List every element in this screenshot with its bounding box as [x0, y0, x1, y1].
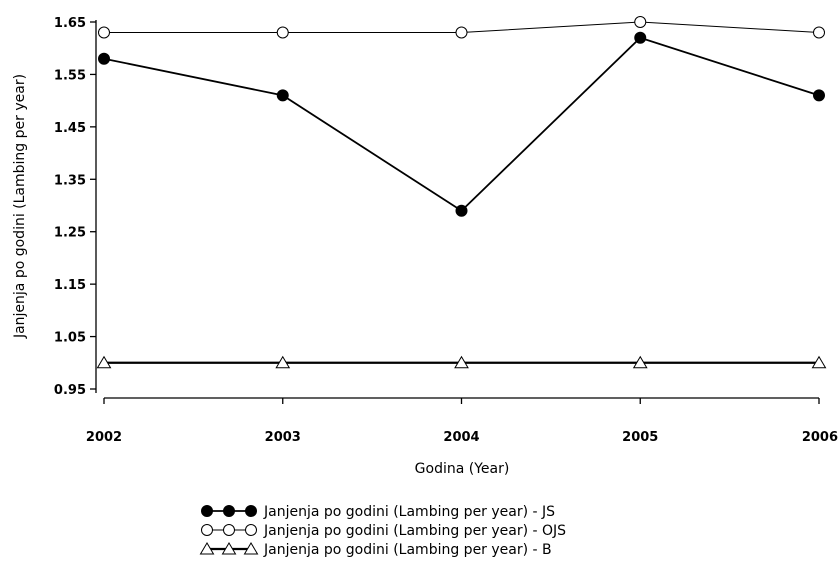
legend-marker: [201, 505, 213, 517]
legend-label: Janjenja po godini (Lambing per year) - …: [263, 542, 552, 558]
x-tick-label: 2004: [443, 430, 479, 445]
y-tick-label: 1.35: [54, 173, 86, 188]
x-tick-label: 2002: [86, 430, 122, 445]
x-tick-label: 2003: [265, 430, 301, 445]
legend-label: Janjenja po godini (Lambing per year) - …: [263, 504, 555, 520]
series-2: [98, 16, 825, 39]
y-tick-label: 1.55: [54, 68, 86, 83]
legend-marker: [199, 542, 215, 555]
data-point: [98, 26, 110, 39]
data-point: [454, 355, 469, 369]
data-point: [96, 355, 112, 369]
x-tick-label: 2005: [622, 430, 658, 445]
data-point: [276, 26, 289, 39]
series-3: [96, 355, 827, 369]
legend-marker: [243, 542, 259, 555]
data-point: [98, 52, 110, 65]
data-point: [811, 355, 827, 369]
x-axis-title: Godina (Year): [415, 461, 510, 477]
legend-marker: [245, 524, 257, 536]
series-line: [103, 36, 820, 212]
y-tick-label: 0.95: [54, 383, 86, 398]
y-tick-label: 1.05: [54, 331, 86, 346]
legend-marker: [223, 524, 235, 536]
y-axis-title: Janjenja po godini (Lambing per year): [12, 74, 28, 339]
y-tick-label: 1.65: [54, 16, 86, 31]
legend-item: Janjenja po godini (Lambing per year) - …: [199, 542, 552, 558]
y-tick-label: 1.15: [54, 278, 86, 293]
data-point: [634, 16, 647, 28]
legend-item: Janjenja po godini (Lambing per year) - …: [201, 504, 555, 520]
legend-label: Janjenja po godini (Lambing per year) - …: [263, 523, 566, 539]
data-point: [455, 26, 468, 39]
series-1: [98, 31, 825, 217]
data-point: [634, 31, 647, 44]
x-tick-label: 2006: [802, 430, 838, 445]
legend-marker: [201, 524, 213, 536]
legend: Janjenja po godini (Lambing per year) - …: [199, 504, 566, 558]
data-point: [813, 89, 825, 102]
data-point: [275, 355, 291, 369]
series-layer: [96, 16, 827, 369]
legend-marker: [245, 505, 257, 517]
data-point: [276, 89, 289, 102]
legend-marker: [221, 542, 237, 555]
y-tick-label: 1.25: [54, 226, 86, 241]
y-tick-label: 1.45: [54, 121, 86, 136]
data-point: [455, 204, 468, 217]
legend-marker: [223, 505, 235, 517]
data-point: [632, 355, 648, 369]
legend-item: Janjenja po godini (Lambing per year) - …: [201, 523, 566, 539]
data-point: [813, 26, 825, 39]
axes: 0.95 1.05 1.15 1.25 1.35 1.45 1.55 1.65 2002 2003…: [54, 16, 838, 445]
